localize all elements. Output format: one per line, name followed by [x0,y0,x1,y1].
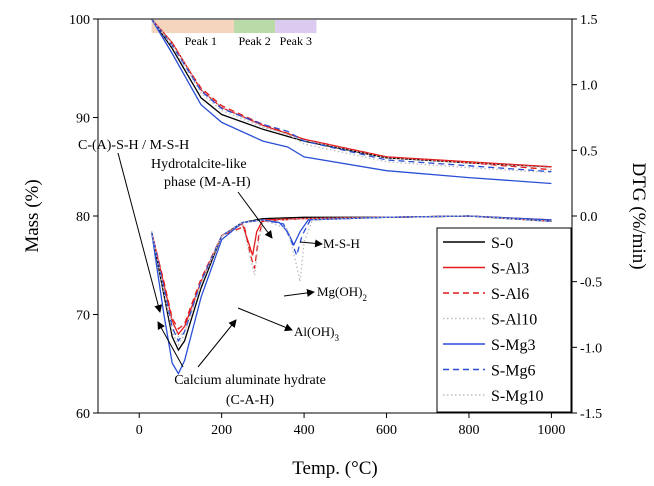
annotation-msh: M-S-H [323,236,360,251]
tg-line-s-mg3 [151,18,552,185]
peak-band-label-1: Peak 1 [185,34,217,48]
dtg-line-s-mg6 [150,215,552,343]
x-tick-label: 200 [211,423,232,438]
annotation-hydrotalcite: Hydrotalcite-like [151,157,247,172]
annotation-cah-abbrev: (C-A-H) [226,393,275,408]
legend-label: S-Al3 [491,261,529,278]
arrow-csh [117,152,163,313]
peak-band-label-3: Peak 3 [280,34,312,48]
annotations: C-(A)-S-H / M-S-H Hydrotalcite-like phas… [78,138,367,408]
y-axis-label-right: DTG (%/min) [628,162,649,269]
annotation-mgoh2-sub: 2 [363,293,368,303]
y-left-tick-label: 70 [76,309,90,324]
annotation-aloh3: Al(OH)3 [294,324,339,343]
tg-line-s-mg6 [151,18,552,173]
y-left-tick-label: 100 [69,13,90,28]
annotation-mgoh2-text: Mg(OH) [317,284,363,299]
x-tick-label: 800 [458,423,479,438]
legend-label: S-Al6 [491,286,529,303]
annotation-aloh3-sub: 3 [334,333,339,343]
annotation-arrows [117,152,323,368]
arrow-mah [237,191,273,239]
annotation-csh-msh: C-(A)-S-H / M-S-H [78,138,189,153]
annotation-mah: phase (M-A-H) [164,175,251,190]
x-tick-label: 400 [294,423,315,438]
y-axis-label-left: Mass (%) [22,179,43,252]
arrow-msh [299,239,323,248]
arrow-cah-2 [197,319,237,368]
annotation-mgoh2: Mg(OH)2 [317,284,367,303]
arrow-cah-1 [157,321,184,368]
x-tick-label: 0 [136,423,143,438]
arrow-aloh3 [237,307,293,332]
legend-label: S-Mg10 [491,388,543,405]
y-left-tick-label: 80 [76,210,90,225]
tg-line-s-al3 [151,18,552,168]
y-right-tick-label: 1.5 [580,13,598,28]
y-right-tick-label: 0.5 [580,144,598,159]
y-right-tick-label: -1.0 [580,341,602,356]
axes: 0 200 400 600 800 1000 60 70 80 90 100 1.5 1.0 0.5 0.0… [69,13,602,438]
y-right-tick-label: 0.0 [580,210,598,225]
legend-label: S-Mg3 [491,337,535,354]
y-right-tick-label: -0.5 [580,276,602,291]
tg-line-s-al6 [151,18,552,171]
legend-label: S-Al10 [491,312,537,329]
legend-box [436,227,572,413]
plot-lines [150,18,552,375]
peak-band-label-2: Peak 2 [238,34,270,48]
x-tick-label: 600 [376,423,397,438]
annotation-cah: Calcium aluminate hydrate [174,373,326,388]
legend-label: S-Mg6 [491,363,535,380]
annotation-aloh3-text: Al(OH) [294,324,334,339]
y-right-tick-label: 1.0 [580,79,598,94]
arrow-mgoh2 [283,288,315,297]
y-right-tick-label: -1.5 [580,407,602,422]
y-left-tick-label: 60 [76,407,90,422]
x-tick-label: 1000 [537,423,565,438]
legend: S-0 S-Al3 S-Al6 S-Al10 S-Mg3 S-Mg6 S-Mg10 [436,227,572,413]
peak-band-2 [234,20,276,33]
y-left-tick-label: 90 [76,112,90,127]
peak-band-3 [275,20,317,33]
peak-band-1 [151,20,235,33]
x-axis-label: Temp. (°C) [292,458,377,479]
peak-bands: Peak 1 Peak 2 Peak 3 [151,20,317,48]
legend-label: S-0 [491,235,513,252]
